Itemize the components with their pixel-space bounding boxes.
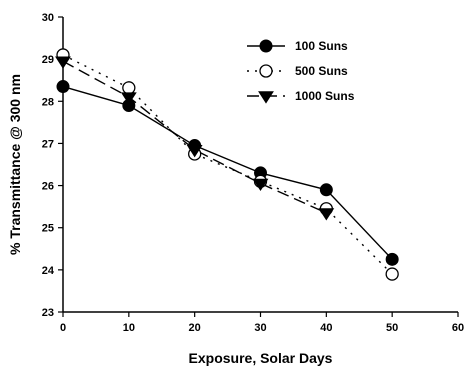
y-tick-label: 26 <box>42 181 54 193</box>
data-point-series-0 <box>385 252 399 266</box>
x-axis-title: Exposure, Solar Days <box>189 350 333 366</box>
data-point-series-0 <box>56 80 70 94</box>
x-tick-label: 20 <box>189 322 201 334</box>
axes <box>62 17 458 313</box>
y-tick-label: 24 <box>42 265 55 277</box>
y-tick-label: 30 <box>42 12 54 24</box>
y-axis-title: % Transmittance @ 300 nm <box>7 74 23 255</box>
legend: 100 Suns 500 Suns 1000 Suns <box>247 39 355 104</box>
x-tick-label: 30 <box>254 322 266 334</box>
series-line-2 <box>62 60 327 214</box>
x-tick-label: 60 <box>452 322 464 334</box>
data-point-series-1 <box>385 267 399 281</box>
legend-marker-0 <box>259 39 273 53</box>
legend-marker-2 <box>258 91 274 104</box>
legend-label-1: 500 Suns <box>295 64 348 78</box>
y-tick-label: 25 <box>42 223 54 235</box>
y-tick-label: 28 <box>42 96 54 108</box>
series-points <box>55 48 399 281</box>
x-tick-label: 50 <box>386 322 398 334</box>
data-point-series-2 <box>318 208 335 221</box>
data-point-series-0 <box>319 183 333 197</box>
x-tick-label: 0 <box>60 322 66 334</box>
legend-marker-1 <box>259 64 273 78</box>
x-axis-ticks: 0 10 20 30 40 50 60 <box>60 312 464 334</box>
series-line-0 <box>62 85 393 260</box>
y-axis-ticks: 23 24 25 26 27 28 29 30 <box>42 12 63 319</box>
x-tick-label: 10 <box>123 322 135 334</box>
data-point-series-2 <box>186 145 203 158</box>
legend-label-2: 1000 Suns <box>295 89 355 103</box>
data-point-series-2 <box>252 178 269 192</box>
y-tick-label: 23 <box>42 307 54 319</box>
data-point-series-1 <box>122 81 136 95</box>
legend-label-0: 100 Suns <box>295 39 348 53</box>
y-tick-label: 29 <box>42 54 54 66</box>
data-point-series-2 <box>120 92 137 105</box>
series-lines <box>62 54 393 275</box>
x-tick-label: 40 <box>320 322 332 334</box>
y-tick-label: 27 <box>42 138 54 150</box>
data-point-series-2 <box>55 56 71 69</box>
